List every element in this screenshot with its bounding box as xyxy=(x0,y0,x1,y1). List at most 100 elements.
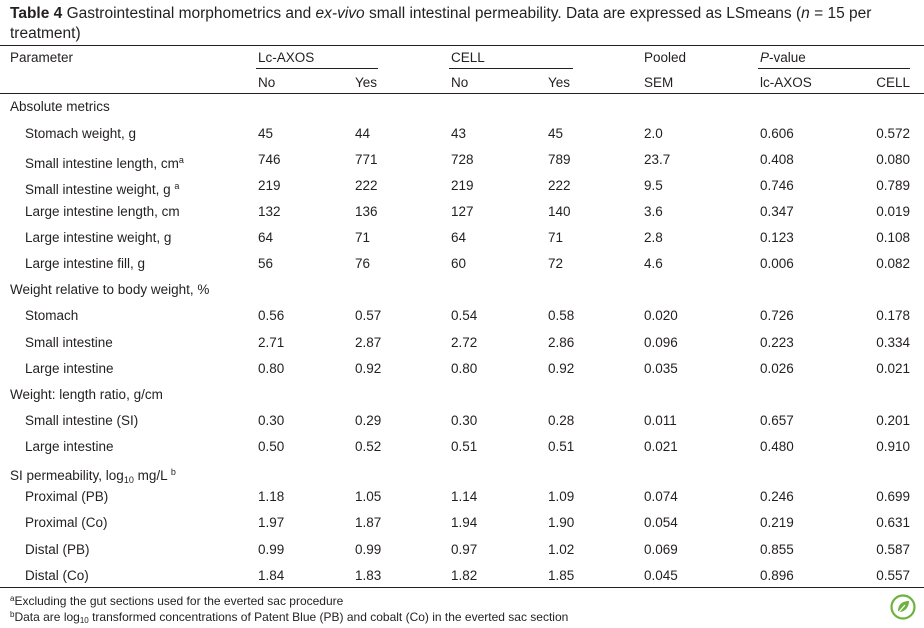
value-cell-yes: 1.85 xyxy=(548,568,575,583)
value-cell-yes: 789 xyxy=(548,152,571,167)
value-cell-yes: 140 xyxy=(548,204,571,219)
value-p-lcaxos: 0.855 xyxy=(760,542,794,557)
value-cell-yes: 0.92 xyxy=(548,361,575,376)
value-lcaxos-no: 746 xyxy=(258,152,281,167)
value-lcaxos-no: 64 xyxy=(258,230,274,245)
caption-text-2: small intestinal permeability. Data are … xyxy=(364,5,802,22)
value-cell-no: 64 xyxy=(451,230,467,245)
value-cell-yes: 0.58 xyxy=(548,308,575,323)
row-label: Distal (PB) xyxy=(25,542,90,557)
value-cell-no: 0.30 xyxy=(451,413,478,428)
value-lcaxos-no: 132 xyxy=(258,204,281,219)
value-lcaxos-yes: 771 xyxy=(355,152,378,167)
value-lcaxos-no: 219 xyxy=(258,178,281,193)
value-lcaxos-yes: 136 xyxy=(355,204,378,219)
value-cell-yes: 222 xyxy=(548,178,571,193)
footnote-mark: b xyxy=(170,467,176,477)
header-p-cell: CELL xyxy=(876,75,910,90)
value-lcaxos-no: 0.99 xyxy=(258,542,285,557)
value-p-lcaxos: 0.606 xyxy=(760,126,794,141)
row-label: Small intestine xyxy=(25,335,113,350)
row-label: Small intestine (SI) xyxy=(25,413,139,428)
value-p-cell: 0.080 xyxy=(876,152,910,167)
value-p-cell: 0.910 xyxy=(876,439,910,454)
value-p-cell: 0.631 xyxy=(876,515,910,530)
value-p-cell: 0.021 xyxy=(876,361,910,376)
cell-group-rule xyxy=(449,68,573,69)
footnote-b: bData are log10 transformed concentratio… xyxy=(10,610,569,625)
value-lcaxos-yes: 0.92 xyxy=(355,361,382,376)
value-p-cell: 0.201 xyxy=(876,413,910,428)
header-lcaxos: Lc-AXOS xyxy=(258,50,315,65)
caption-text-3: = 15 per treatment) xyxy=(10,5,872,42)
value-p-lcaxos: 0.657 xyxy=(760,413,794,428)
value-lcaxos-yes: 76 xyxy=(355,256,371,271)
value-sem: 23.7 xyxy=(644,152,671,167)
caption-n-variable: n xyxy=(801,5,810,22)
value-p-cell: 0.082 xyxy=(876,256,910,271)
value-lcaxos-yes: 222 xyxy=(355,178,378,193)
table-bottom-rule xyxy=(0,587,924,588)
value-lcaxos-no: 0.30 xyxy=(258,413,285,428)
header-sem: SEM xyxy=(644,75,674,90)
value-lcaxos-no: 56 xyxy=(258,256,274,271)
value-lcaxos-yes: 0.99 xyxy=(355,542,382,557)
row-label: Large intestine weight, g xyxy=(25,230,172,245)
value-p-cell: 0.178 xyxy=(876,308,910,323)
header-no-lcaxos: No xyxy=(258,75,276,90)
footnote-mark: a xyxy=(178,155,184,165)
value-p-cell: 0.108 xyxy=(876,230,910,245)
row-label: Proximal (Co) xyxy=(25,515,108,530)
row-label: Distal (Co) xyxy=(25,568,89,583)
value-sem: 0.021 xyxy=(644,439,678,454)
footnote-mark: a xyxy=(174,181,180,191)
row-label: Stomach weight, g xyxy=(25,126,137,141)
section-title: Absolute metrics xyxy=(10,99,110,114)
value-sem: 0.045 xyxy=(644,568,678,583)
value-sem: 3.6 xyxy=(644,204,663,219)
value-cell-no: 1.14 xyxy=(451,489,478,504)
header-yes-cell: Yes xyxy=(548,75,571,90)
value-lcaxos-yes: 0.57 xyxy=(355,308,382,323)
row-label: Large intestine length, cm xyxy=(25,204,180,219)
header-p-lcaxos: lc-AXOS xyxy=(760,75,812,90)
value-p-cell: 0.019 xyxy=(876,204,910,219)
value-lcaxos-yes: 1.87 xyxy=(355,515,382,530)
value-cell-no: 127 xyxy=(451,204,474,219)
row-label: Small intestine length, cma xyxy=(25,155,184,171)
table-label: Table 4 xyxy=(10,5,63,22)
value-p-lcaxos: 0.347 xyxy=(760,204,794,219)
value-sem: 0.096 xyxy=(644,335,678,350)
value-sem: 0.069 xyxy=(644,542,678,557)
value-p-cell: 0.557 xyxy=(876,568,910,583)
value-sem: 4.6 xyxy=(644,256,663,271)
value-sem: 0.020 xyxy=(644,308,678,323)
header-bottom-rule xyxy=(0,93,924,94)
value-cell-yes: 1.09 xyxy=(548,489,575,504)
value-cell-no: 0.54 xyxy=(451,308,478,323)
table-caption: Table 4 Gastrointestinal morphometrics a… xyxy=(10,4,910,44)
value-cell-yes: 45 xyxy=(548,126,564,141)
header-cell: CELL xyxy=(451,50,485,65)
section-title: SI permeability, log10 mg/L b xyxy=(10,467,176,485)
value-sem: 0.011 xyxy=(644,413,677,428)
value-cell-no: 1.82 xyxy=(451,568,478,583)
value-p-lcaxos: 0.223 xyxy=(760,335,794,350)
row-label: Stomach xyxy=(25,308,79,323)
section-title: Weight relative to body weight, % xyxy=(10,282,210,297)
springer-leaf-logo-icon xyxy=(890,594,916,620)
value-lcaxos-yes: 1.05 xyxy=(355,489,382,504)
value-lcaxos-no: 0.56 xyxy=(258,308,285,323)
value-lcaxos-yes: 1.83 xyxy=(355,568,382,583)
value-cell-no: 60 xyxy=(451,256,467,271)
row-label: Proximal (PB) xyxy=(25,489,109,504)
header-parameter: Parameter xyxy=(10,50,74,65)
footnote-a: aExcluding the gut sections used for the… xyxy=(10,594,344,608)
value-cell-yes: 1.90 xyxy=(548,515,575,530)
value-p-lcaxos: 0.026 xyxy=(760,361,794,376)
value-cell-yes: 71 xyxy=(548,230,564,245)
value-p-lcaxos: 0.480 xyxy=(760,439,794,454)
header-yes-lcaxos: Yes xyxy=(355,75,378,90)
value-sem: 9.5 xyxy=(644,178,663,193)
value-lcaxos-no: 1.97 xyxy=(258,515,285,530)
